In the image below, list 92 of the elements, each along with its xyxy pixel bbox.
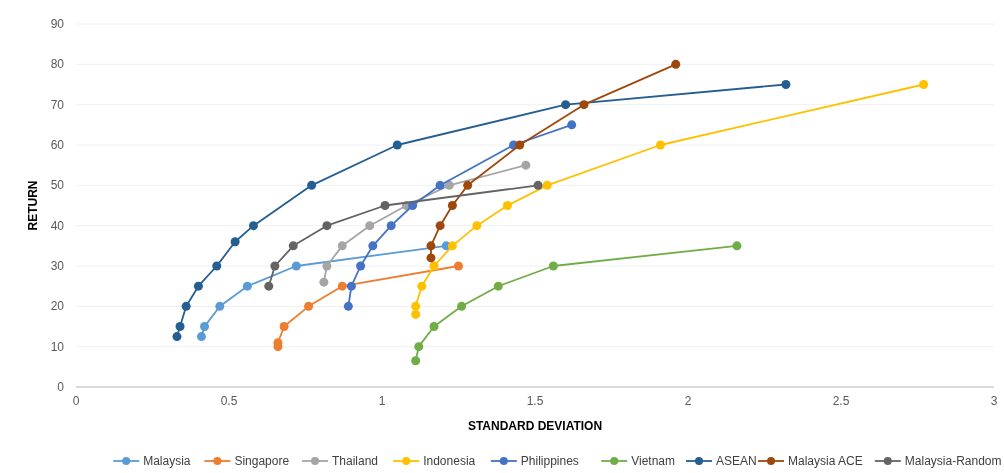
point: [411, 356, 421, 366]
y-tick-label: 0: [57, 380, 65, 394]
point: [307, 180, 317, 190]
point: [567, 120, 577, 130]
x-tick-label: 0.5: [220, 394, 238, 408]
x-tick-label: 2.5: [832, 394, 850, 408]
point: [356, 261, 366, 271]
point: [343, 301, 353, 311]
point: [417, 281, 427, 291]
y-tick-label: 60: [50, 138, 65, 152]
point: [919, 80, 929, 89]
point: [304, 301, 314, 311]
point: [579, 100, 589, 110]
point: [414, 342, 424, 352]
point: [196, 332, 206, 342]
point: [454, 261, 463, 271]
point: [732, 241, 742, 251]
point: [435, 221, 445, 231]
point: [429, 322, 439, 331]
point: [447, 241, 457, 251]
point: [270, 261, 280, 271]
x-tick-label: 1: [378, 394, 386, 408]
point: [291, 261, 301, 271]
point: [193, 281, 203, 291]
point: [435, 180, 445, 190]
point: [215, 301, 225, 311]
point: [411, 309, 421, 319]
point: [181, 301, 191, 311]
point: [264, 281, 274, 291]
point: [288, 241, 298, 251]
point: [380, 201, 390, 210]
x-tick-label: 2: [684, 394, 692, 408]
point: [242, 281, 252, 291]
y-tick-label: 30: [50, 259, 65, 273]
point: [561, 100, 571, 110]
point: [279, 322, 289, 331]
point: [447, 201, 457, 210]
legend-label: Vietnam: [631, 454, 676, 468]
point: [365, 221, 375, 231]
point: [502, 201, 512, 210]
point: [444, 180, 454, 190]
point: [429, 261, 439, 271]
point: [392, 140, 402, 150]
point: [175, 322, 185, 331]
point: [172, 332, 182, 342]
legend-label: Thailand: [332, 454, 379, 468]
legend-label: Malaysia-Random: [904, 454, 1002, 468]
x-tick-label: 0: [72, 394, 80, 408]
point: [212, 261, 222, 271]
legend-label: Indonesia: [423, 454, 476, 468]
legend-label: Malaysia: [143, 454, 191, 468]
point: [548, 261, 558, 271]
point: [542, 180, 552, 190]
point: [322, 261, 332, 271]
point: [346, 281, 356, 291]
x-tick-label: 3: [990, 394, 998, 408]
point: [322, 221, 332, 231]
point: [368, 241, 378, 251]
point: [655, 140, 665, 150]
point: [671, 59, 681, 69]
point: [386, 221, 396, 231]
point: [337, 241, 347, 251]
point: [463, 180, 473, 190]
point: [472, 221, 482, 231]
point: [457, 301, 467, 311]
legend-label: Malaysia ACE: [788, 454, 863, 468]
y-tick-label: 90: [50, 17, 65, 31]
point: [493, 281, 503, 291]
point: [411, 301, 421, 311]
point: [230, 237, 240, 247]
point: [515, 140, 525, 150]
point: [200, 322, 210, 331]
point: [533, 180, 543, 190]
x-tick-label: 1.5: [526, 394, 544, 408]
y-tick-label: 40: [50, 218, 65, 233]
legend-label: Philippines: [520, 454, 579, 468]
point: [781, 80, 791, 89]
point: [521, 160, 531, 170]
y-tick-label: 80: [50, 57, 65, 72]
point: [426, 241, 436, 251]
x-axis-title: STANDARD DEVIATION: [467, 419, 603, 433]
legend-label: Singapore: [234, 454, 290, 468]
y-tick-label: 70: [50, 97, 65, 112]
legend-label: ASEAN: [716, 454, 757, 468]
y-tick-label: 50: [50, 178, 65, 193]
point: [319, 277, 329, 287]
point: [426, 253, 436, 263]
point: [248, 221, 258, 231]
y-tick-label: 10: [50, 339, 65, 354]
point: [337, 281, 347, 291]
y-tick-label: 20: [50, 299, 65, 314]
y-axis-title: RETURN: [26, 180, 40, 231]
